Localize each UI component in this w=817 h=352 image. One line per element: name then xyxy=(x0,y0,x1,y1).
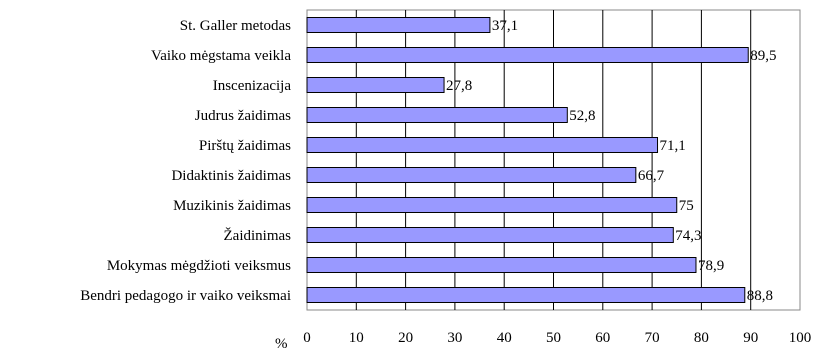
x-tick-label: 20 xyxy=(398,330,413,346)
value-label: 74,3 xyxy=(675,228,701,244)
value-label: 75 xyxy=(679,198,694,214)
bar xyxy=(306,137,659,153)
value-label: 78,9 xyxy=(698,258,724,274)
value-label: 27,8 xyxy=(446,78,472,94)
value-label: 37,1 xyxy=(492,18,518,34)
x-tick-label: 60 xyxy=(595,330,610,346)
value-labels: 37,1 89,5 27,8 52,8 71,1 66,7 75 74,3 78,9 88,8 xyxy=(446,18,776,304)
bars xyxy=(306,17,749,303)
x-tick-label: 90 xyxy=(743,330,758,346)
category-label: Muzikinis žaidimas xyxy=(173,198,291,214)
bar xyxy=(306,77,445,93)
bar xyxy=(306,167,637,183)
category-label: Žaidinimas xyxy=(224,227,292,244)
x-tick-label: 50 xyxy=(546,330,561,346)
bar xyxy=(306,227,674,243)
category-label: Vaiko mėgstama veikla xyxy=(151,48,291,64)
category-label: Pirštų žaidimas xyxy=(199,138,291,154)
x-tick-label: 10 xyxy=(349,330,364,346)
bar xyxy=(306,47,749,63)
category-label: St. Galler metodas xyxy=(180,18,291,34)
x-tick-label: 100 xyxy=(789,330,812,346)
x-tick-label: 0 xyxy=(303,330,311,346)
value-label: 66,7 xyxy=(638,168,665,184)
value-label: 88,8 xyxy=(747,288,773,304)
value-label: 89,5 xyxy=(750,48,776,64)
bar xyxy=(306,17,491,33)
category-labels: St. Galler metodas Vaiko mėgstama veikla I… xyxy=(80,18,291,304)
bar xyxy=(306,287,746,303)
category-label: Mokymas mėgdžioti veiksmus xyxy=(107,258,291,274)
bar xyxy=(306,107,568,123)
x-tick-label: 40 xyxy=(497,330,512,346)
x-tick-labels: 0 10 20 30 40 50 60 70 80 90 100 xyxy=(303,330,811,346)
category-label: Didaktinis žaidimas xyxy=(171,168,291,184)
value-label: 71,1 xyxy=(660,138,686,154)
category-label: Judrus žaidimas xyxy=(195,108,291,124)
bar xyxy=(306,197,678,213)
category-label: Inscenizacija xyxy=(213,78,292,94)
x-tick-label: 30 xyxy=(447,330,462,346)
category-label: Bendri pedagogo ir vaiko veiksmai xyxy=(80,288,291,304)
x-unit-label: % xyxy=(275,336,288,352)
bar xyxy=(306,257,697,273)
x-tick-label: 70 xyxy=(645,330,660,346)
value-label: 52,8 xyxy=(569,108,595,124)
x-tick-label: 80 xyxy=(694,330,709,346)
